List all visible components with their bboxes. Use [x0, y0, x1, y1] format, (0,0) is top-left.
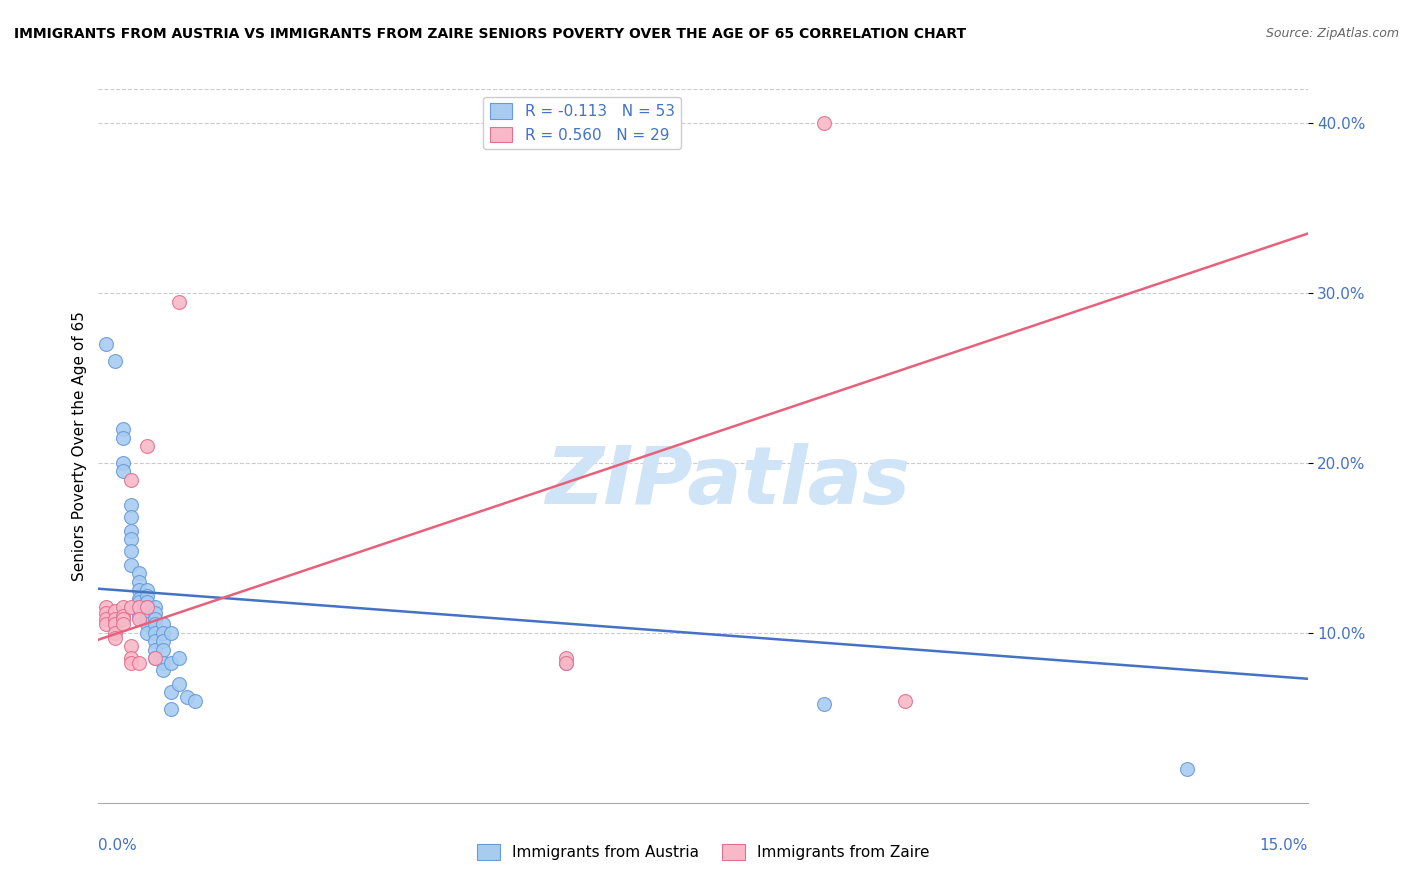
Point: [1175, 762, 1198, 776]
Point: [111, 608, 134, 623]
Point: [120, 544, 142, 558]
Point: [143, 643, 166, 657]
Point: [152, 663, 174, 677]
Y-axis label: Seniors Poverty Over the Age of 65: Seniors Poverty Over the Age of 65: [72, 311, 87, 581]
Point: [152, 657, 174, 671]
Point: [96, 337, 118, 351]
Point: [135, 626, 157, 640]
Point: [111, 456, 134, 470]
Point: [128, 608, 150, 623]
Point: [128, 657, 150, 671]
Point: [128, 566, 150, 581]
Point: [111, 617, 134, 632]
Point: [111, 612, 134, 626]
Point: [135, 600, 157, 615]
Point: [152, 617, 174, 632]
Text: 0.0%: 0.0%: [98, 838, 138, 854]
Point: [160, 657, 183, 671]
Point: [135, 439, 157, 453]
Point: [135, 617, 157, 632]
Point: [111, 465, 134, 479]
Point: [96, 617, 118, 632]
Point: [555, 657, 578, 671]
Point: [120, 473, 142, 487]
Point: [143, 617, 166, 632]
Point: [128, 612, 150, 626]
Point: [96, 606, 118, 620]
Point: [128, 574, 150, 589]
Point: [555, 657, 578, 671]
Text: ZIPatlas: ZIPatlas: [544, 442, 910, 521]
Point: [143, 651, 166, 665]
Point: [96, 612, 118, 626]
Point: [893, 694, 915, 708]
Point: [128, 600, 150, 615]
Point: [143, 651, 166, 665]
Point: [135, 600, 157, 615]
Point: [103, 604, 125, 618]
Point: [152, 634, 174, 648]
Point: [103, 626, 125, 640]
Text: IMMIGRANTS FROM AUSTRIA VS IMMIGRANTS FROM ZAIRE SENIORS POVERTY OVER THE AGE OF: IMMIGRANTS FROM AUSTRIA VS IMMIGRANTS FR…: [14, 27, 966, 41]
Point: [120, 640, 142, 654]
Point: [135, 606, 157, 620]
Point: [120, 651, 142, 665]
Point: [135, 612, 157, 626]
Text: Source: ZipAtlas.com: Source: ZipAtlas.com: [1265, 27, 1399, 40]
Point: [160, 626, 183, 640]
Point: [160, 702, 183, 716]
Point: [96, 600, 118, 615]
Point: [167, 294, 190, 309]
Point: [120, 533, 142, 547]
Point: [103, 631, 125, 645]
Point: [143, 626, 166, 640]
Point: [120, 524, 142, 538]
Point: [135, 595, 157, 609]
Point: [152, 626, 174, 640]
Legend: Immigrants from Austria, Immigrants from Zaire: Immigrants from Austria, Immigrants from…: [471, 838, 935, 866]
Point: [120, 510, 142, 524]
Point: [143, 612, 166, 626]
Point: [128, 595, 150, 609]
Point: [128, 600, 150, 615]
Point: [103, 354, 125, 368]
Point: [143, 606, 166, 620]
Point: [111, 430, 134, 444]
Point: [128, 583, 150, 598]
Point: [135, 583, 157, 598]
Point: [120, 499, 142, 513]
Point: [103, 612, 125, 626]
Point: [103, 617, 125, 632]
Point: [128, 604, 150, 618]
Point: [160, 685, 183, 699]
Point: [167, 651, 190, 665]
Point: [143, 600, 166, 615]
Point: [813, 116, 835, 130]
Point: [184, 694, 207, 708]
Point: [120, 657, 142, 671]
Point: [120, 558, 142, 572]
Point: [152, 643, 174, 657]
Point: [111, 600, 134, 615]
Point: [128, 591, 150, 606]
Point: [176, 690, 198, 705]
Text: 15.0%: 15.0%: [1260, 838, 1308, 854]
Point: [120, 600, 142, 615]
Point: [813, 698, 835, 712]
Point: [167, 677, 190, 691]
Point: [135, 589, 157, 603]
Point: [143, 634, 166, 648]
Point: [111, 422, 134, 436]
Point: [555, 651, 578, 665]
